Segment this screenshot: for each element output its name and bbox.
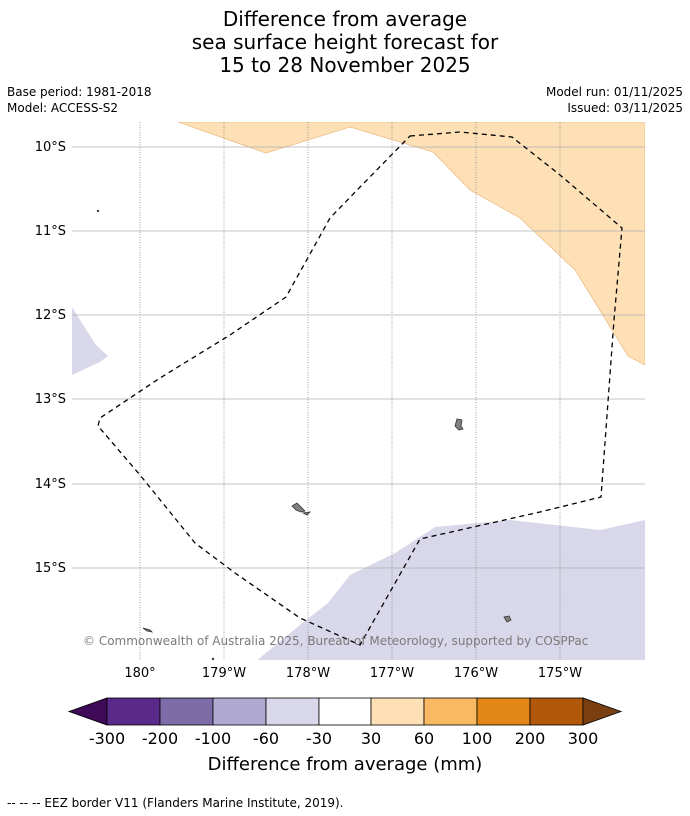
lon-label-175w: 175°W [538, 666, 582, 681]
colorbar-extend-high [582, 697, 623, 726]
eez-border [97, 131, 623, 646]
lon-label-176w: 176°W [454, 666, 498, 681]
colorbar-bin-6 [370, 697, 425, 726]
longitude-labels: 180° 179°W 178°W 177°W 176°W 175°W [124, 666, 582, 681]
colorbar [67, 697, 623, 726]
lat-label-12s: 12°S [35, 308, 66, 323]
lat-label-11s: 11°S [35, 224, 66, 239]
latitude-labels: 10°S 11°S 12°S 13°S 14°S 15°S [35, 140, 66, 576]
colorbar-bin-7 [423, 697, 478, 726]
map-area: © Commonwealth of Australia 2025, Bureau… [72, 122, 645, 660]
colorbar-bin-5 [318, 697, 372, 726]
colorbar-bin-9 [529, 697, 584, 726]
eez-footnote: -- -- -- EEZ border V11 (Flanders Marine… [7, 796, 344, 810]
lon-label-178w: 178°W [286, 666, 330, 681]
lat-label-10s: 10°S [35, 140, 66, 155]
lon-label-179w: 179°W [202, 666, 246, 681]
negative-anomaly-region-west [72, 307, 108, 375]
island-west-small [301, 511, 312, 516]
island-east [454, 418, 464, 431]
colorbar-title: Difference from average (mm) [208, 754, 483, 775]
islands [96, 209, 512, 660]
title-line-2: sea surface height forecast for [191, 30, 499, 54]
islet-s [211, 657, 215, 660]
lat-label-13s: 13°S [35, 392, 66, 407]
colorbar-tick-2: -200 [142, 729, 178, 748]
island-west [291, 502, 306, 513]
colorbar-tick-9: 200 [515, 729, 546, 748]
meta-left: Base period: 1981-2018 Model: ACCESS-S2 [7, 84, 152, 116]
colorbar-bin-1 [106, 697, 161, 726]
colorbar-extend-low [67, 697, 108, 726]
meta-right: Model run: 01/11/2025 Issued: 03/11/2025 [546, 84, 683, 116]
islet-sw [142, 627, 154, 633]
colorbar-tick-10: 300 [568, 729, 599, 748]
colorbar-tick-7: 60 [414, 729, 434, 748]
map-title: Difference from average sea surface heig… [0, 8, 690, 77]
credit-text: © Commonwealth of Australia 2025, Bureau… [83, 634, 588, 648]
lon-label-177w: 177°W [370, 666, 414, 681]
colorbar-ticks: -300 -200 -100 -60 -30 30 60 100 200 300 [89, 729, 598, 748]
model-name: Model: ACCESS-S2 [7, 101, 119, 115]
colorbar-tick-6: 30 [361, 729, 381, 748]
latitude-gridlines [72, 146, 645, 569]
colorbar-tick-3: -100 [195, 729, 231, 748]
lon-label-180: 180° [124, 666, 155, 681]
colorbar-tick-8: 100 [462, 729, 493, 748]
colorbar-bin-8 [476, 697, 531, 726]
title-line-3: 15 to 28 November 2025 [219, 53, 471, 77]
model-run: Model run: 01/11/2025 [545, 85, 683, 99]
colorbar-bin-4 [265, 697, 320, 726]
colorbar-tick-5: -30 [306, 729, 332, 748]
base-period: Base period: 1981-2018 [7, 85, 152, 99]
colorbar-tick-1: -300 [89, 729, 125, 748]
positive-anomaly-region [177, 122, 645, 366]
colorbar-bin-3 [212, 697, 267, 726]
colorbar-bin-2 [159, 697, 214, 726]
lat-label-14s: 14°S [35, 477, 66, 492]
title-line-1: Difference from average [222, 7, 468, 31]
negative-anomaly-region-south [257, 520, 645, 660]
island-south [503, 615, 512, 623]
colorbar-tick-4: -60 [253, 729, 279, 748]
lat-label-15s: 15°S [35, 561, 66, 576]
issued-date: Issued: 03/11/2025 [567, 101, 683, 115]
longitude-gridlines [139, 122, 561, 660]
islet-nw [96, 209, 100, 213]
